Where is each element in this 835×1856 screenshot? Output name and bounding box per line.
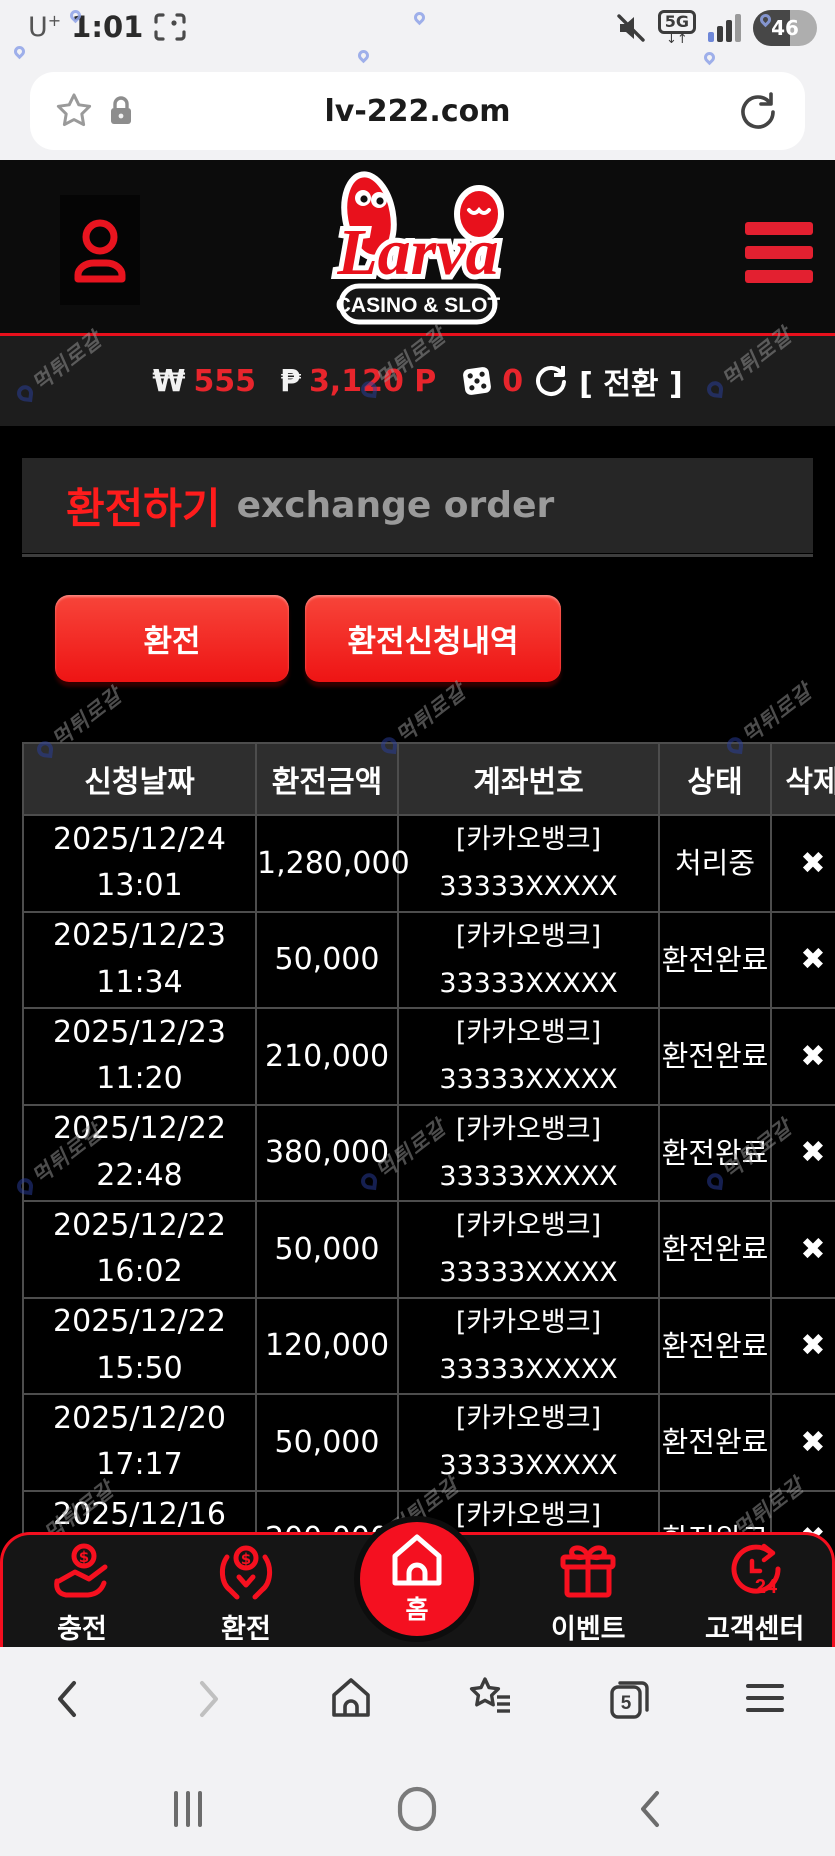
status-badge: 환전완료 bbox=[658, 1200, 772, 1299]
status-bar: U+ 1:01 5G ↓↑ bbox=[0, 0, 835, 58]
account-link[interactable]: [카카오뱅크]33333XXXXX bbox=[397, 1103, 660, 1202]
account-link[interactable]: [카카오뱅크]33333XXXXX bbox=[397, 1393, 660, 1492]
system-recents-button[interactable] bbox=[166, 1787, 210, 1831]
browser-menu-button[interactable] bbox=[744, 1679, 786, 1717]
won-symbol: ₩ bbox=[152, 363, 186, 399]
svg-text:5: 5 bbox=[621, 1693, 632, 1714]
table-row: 2025/12/22 22:48 380,000 [카카오뱅크] 33333XXXX… bbox=[22, 1103, 835, 1202]
refresh-balance-icon[interactable] bbox=[533, 363, 569, 399]
url-text[interactable]: lv-222.com bbox=[324, 93, 511, 129]
account-link[interactable]: [카카오뱅크]33333XXXXX bbox=[397, 1200, 660, 1299]
convert-link[interactable]: [ 전환 ] bbox=[579, 367, 683, 402]
browser-bookmarks-button[interactable] bbox=[466, 1675, 516, 1721]
user-icon bbox=[71, 215, 129, 285]
battery-indicator: 46 bbox=[753, 10, 817, 46]
col-delete: 삭제 bbox=[770, 742, 835, 816]
bookmark-star-icon[interactable] bbox=[54, 91, 94, 131]
profile-button[interactable] bbox=[60, 195, 140, 305]
mute-icon bbox=[616, 13, 646, 43]
nav-withdraw[interactable]: $ 환전 bbox=[215, 1543, 277, 1646]
delete-button[interactable]: ✖ bbox=[770, 1007, 835, 1106]
larva-logo[interactable]: Larva CASINO & SLOT bbox=[283, 162, 553, 330]
nav-home-button[interactable]: 홈 bbox=[354, 1516, 480, 1642]
site-header: Larva CASINO & SLOT bbox=[0, 160, 835, 336]
nav-event[interactable]: 이벤트 bbox=[551, 1543, 626, 1646]
page-title-box: 환전하기 exchange order bbox=[22, 458, 813, 553]
account-link[interactable]: [카카오뱅크]33333XXXXX bbox=[397, 1007, 660, 1106]
browser-back-button[interactable] bbox=[48, 1677, 88, 1721]
table-row: 2025/12/23 11:20 210,000 [카카오뱅크] 33333XXXX… bbox=[22, 1007, 835, 1106]
table-row: 2025/12/23 11:34 50,000 [카카오뱅크] 33333XXXXX… bbox=[22, 910, 835, 1009]
refresh-icon[interactable] bbox=[737, 90, 779, 132]
signal-strength-icon bbox=[708, 14, 741, 42]
col-account: 계좌번호 bbox=[397, 742, 660, 816]
delete-button[interactable]: ✖ bbox=[770, 1393, 835, 1492]
status-badge: 환전완료 bbox=[658, 1393, 772, 1492]
delete-button[interactable]: ✖ bbox=[770, 814, 835, 913]
delete-button[interactable]: ✖ bbox=[770, 1296, 835, 1395]
svg-text:$: $ bbox=[241, 1550, 251, 1568]
account-link[interactable]: [카카오뱅크]33333XXXXX bbox=[397, 814, 660, 913]
delete-button[interactable]: ✖ bbox=[770, 910, 835, 1009]
browser-tabs-button[interactable]: 5 bbox=[606, 1675, 652, 1721]
status-badge: 환전완료 bbox=[658, 1007, 772, 1106]
support-24h-icon: 24 bbox=[724, 1543, 786, 1601]
exchange-history-table: 신청날짜 환전금액 계좌번호 상태 삭제 2025/12/24 13:01 1,2… bbox=[22, 742, 835, 1588]
nav-support[interactable]: 24 고객센터 bbox=[705, 1543, 804, 1646]
account-link[interactable]: [카카오뱅크]33333XXXXX bbox=[397, 910, 660, 1009]
svg-text:CASINO & SLOT: CASINO & SLOT bbox=[335, 294, 500, 317]
dice-icon bbox=[460, 364, 494, 398]
svg-text:24: 24 bbox=[755, 1576, 778, 1598]
lock-icon bbox=[108, 95, 134, 127]
carrier-label: U+ bbox=[28, 11, 62, 43]
browser-home-button[interactable] bbox=[328, 1675, 374, 1721]
page-title: 환전하기 bbox=[66, 484, 221, 533]
balance-bar: ₩ 555 ₱ 3,120 P 0 bbox=[0, 336, 835, 426]
account-link[interactable]: [카카오뱅크]33333XXXXX bbox=[397, 1296, 660, 1395]
home-icon bbox=[388, 1532, 446, 1588]
address-bar[interactable]: lv-222.com bbox=[30, 72, 805, 150]
delete-button[interactable]: ✖ bbox=[770, 1200, 835, 1299]
network-5g-icon: 5G ↓↑ bbox=[657, 10, 696, 46]
screenshot-icon bbox=[153, 11, 187, 43]
col-date: 신청날짜 bbox=[22, 742, 257, 816]
deposit-icon: $ bbox=[51, 1543, 113, 1601]
peso-symbol: ₱ bbox=[280, 363, 301, 399]
system-home-button[interactable] bbox=[394, 1785, 440, 1833]
exchange-button[interactable]: 환전 bbox=[55, 595, 289, 682]
col-status: 상태 bbox=[658, 742, 772, 816]
delete-button[interactable]: ✖ bbox=[770, 1103, 835, 1202]
won-balance: ₩ 555 bbox=[152, 363, 257, 399]
status-badge: 환전완료 bbox=[658, 910, 772, 1009]
bottom-bars: 5 bbox=[0, 1647, 835, 1856]
withdraw-icon: $ bbox=[215, 1543, 277, 1601]
table-row: 2025/12/24 13:01 1,280,000 [카카오뱅크] 33333XX… bbox=[22, 814, 835, 913]
col-amount: 환전금액 bbox=[255, 742, 399, 816]
point-balance: ₱ 3,120 P bbox=[280, 363, 437, 399]
status-badge: 처리중 bbox=[658, 814, 772, 913]
browser-address-zone: lv-222.com bbox=[0, 58, 835, 160]
status-badge: 환전완료 bbox=[658, 1296, 772, 1395]
svg-text:$: $ bbox=[79, 1548, 89, 1566]
dice-balance: 0 bbox=[460, 364, 523, 399]
status-badge: 환전완료 bbox=[658, 1103, 772, 1202]
page-subtitle: exchange order bbox=[236, 485, 555, 526]
table-row: 2025/12/22 16:02 50,000 [카카오뱅크] 33333XXXXX… bbox=[22, 1200, 835, 1299]
gift-icon bbox=[557, 1543, 619, 1601]
browser-forward-button[interactable] bbox=[188, 1677, 228, 1721]
svg-text:Larva: Larva bbox=[336, 216, 498, 289]
exchange-history-button[interactable]: 환전신청내역 bbox=[305, 595, 561, 682]
table-row: 2025/12/22 15:50 120,000 [카카오뱅크] 33333XXXX… bbox=[22, 1296, 835, 1395]
table-header-row: 신청날짜 환전금액 계좌번호 상태 삭제 bbox=[22, 742, 835, 816]
system-back-button[interactable] bbox=[630, 1787, 670, 1831]
table-row: 2025/12/20 17:17 50,000 [카카오뱅크] 33333XXXXX… bbox=[22, 1393, 835, 1492]
title-divider bbox=[22, 554, 813, 557]
nav-deposit[interactable]: $ 충전 bbox=[51, 1543, 113, 1646]
clock-time: 1:01 bbox=[71, 10, 144, 44]
menu-hamburger-button[interactable] bbox=[745, 222, 813, 283]
